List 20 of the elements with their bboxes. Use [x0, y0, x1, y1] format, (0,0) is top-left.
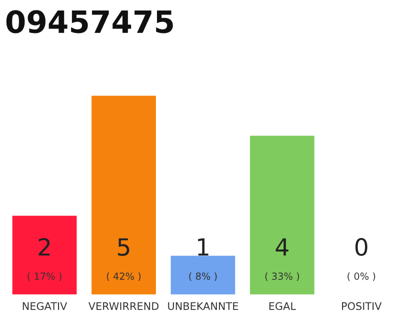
data-label: 1	[198, 238, 208, 256]
bar	[169, 254, 237, 296]
data-label: 2	[38, 238, 50, 256]
annotation: ( 17% )	[28, 272, 62, 282]
bar	[90, 95, 158, 296]
x-tick-label: NEGATIV	[22, 302, 68, 310]
chart-title: 09457475	[6, 10, 173, 34]
data-label: 4	[276, 238, 288, 256]
data-label: 0	[355, 238, 368, 256]
x-tick-label: EGAL	[269, 302, 296, 310]
bar	[10, 214, 78, 296]
data-label: 5	[118, 238, 130, 256]
bar	[248, 134, 316, 296]
x-tick-label: UNBEKANNTE	[168, 302, 238, 310]
annotation: ( 0% )	[348, 272, 376, 282]
x-tick-label: POSITIV	[342, 302, 382, 310]
annotation: ( 8% )	[189, 272, 217, 282]
annotation: ( 42% )	[106, 272, 141, 282]
annotation: ( 33% )	[265, 272, 300, 282]
x-tick-label: VERWIRREND	[88, 302, 159, 310]
